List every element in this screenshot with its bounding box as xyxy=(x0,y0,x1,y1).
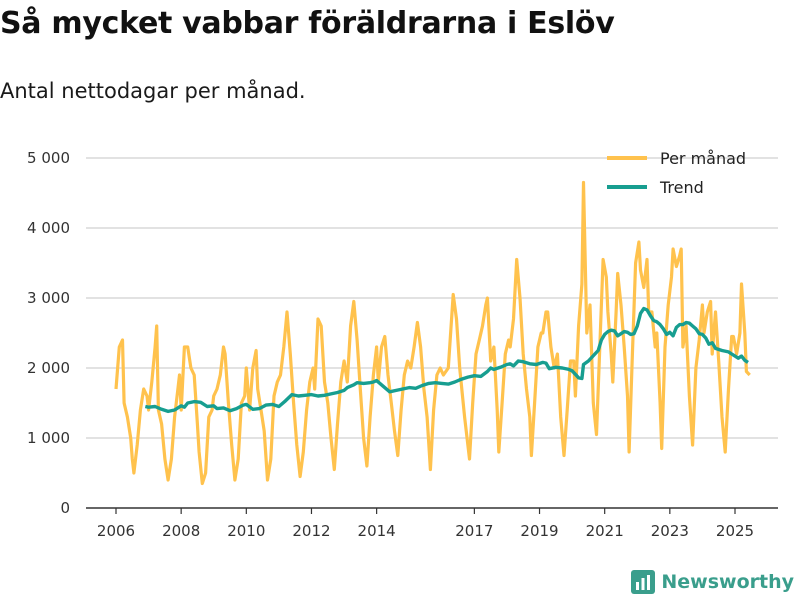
newsworthy-logo-icon xyxy=(631,570,656,594)
series-line-per-manad xyxy=(114,180,751,486)
series-lines xyxy=(114,180,751,486)
chart-title: Så mycket vabbar föräldrarna i Eslöv xyxy=(0,6,615,41)
x-tick-label: 2019 xyxy=(520,522,558,540)
y-tick-label: 5 000 xyxy=(27,149,70,167)
y-tick-label: 1 000 xyxy=(27,429,70,447)
y-tick-label: 3 000 xyxy=(27,289,70,307)
y-axis: 0 1 000 2 000 3 000 4 000 5 000 xyxy=(27,149,70,517)
y-tick-label: 0 xyxy=(60,499,70,517)
x-tick-label: 2014 xyxy=(358,522,396,540)
legend-label-per-manad: Per månad xyxy=(660,149,746,168)
x-tick-label: 2010 xyxy=(227,522,265,540)
x-tick-label: 2017 xyxy=(455,522,493,540)
x-tick-label: 2012 xyxy=(292,522,330,540)
x-tick-label: 2008 xyxy=(162,522,200,540)
x-tick-label: 2006 xyxy=(97,522,135,540)
legend: Per månad Trend xyxy=(607,149,746,197)
gridlines xyxy=(86,157,778,439)
brand-name: Newsworthy xyxy=(661,571,794,593)
y-tick-label: 2 000 xyxy=(27,359,70,377)
x-tick-label: 2021 xyxy=(586,522,624,540)
x-tick-label: 2023 xyxy=(651,522,689,540)
newsworthy-brand: Newsworthy xyxy=(631,570,794,594)
legend-label-trend: Trend xyxy=(659,178,704,197)
x-tick-label: 2025 xyxy=(716,522,754,540)
series-line-trend xyxy=(144,306,749,414)
x-axis: 2006 2008 2010 2012 2014 2017 2019 2021 2023 2025 xyxy=(86,507,778,540)
chart-subtitle: Antal nettodagar per månad. xyxy=(0,79,306,103)
y-tick-label: 4 000 xyxy=(27,219,70,237)
